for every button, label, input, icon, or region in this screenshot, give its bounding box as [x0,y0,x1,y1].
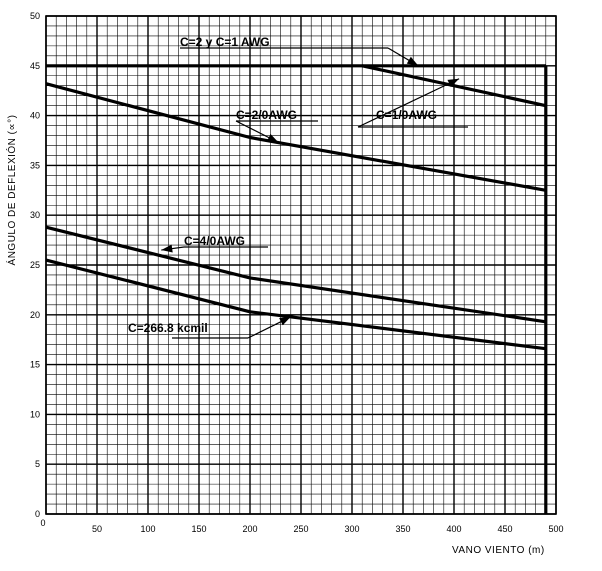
series-line [45,258,546,351]
y-tick-label: 5 [35,459,40,469]
y-axis-label: ÁNGULO DE DEFLEXIÓN (∝°) [5,115,18,266]
y-tick-label: 30 [30,210,40,220]
annotation-leader [357,78,460,128]
annotation-label: C=266.8 kcmil [128,321,208,335]
y-tick-label: 25 [30,260,40,270]
x-tick-label: 200 [242,524,257,534]
series-line [45,82,547,192]
arrow-head [279,316,291,326]
y-tick-label: 15 [30,360,40,370]
x-tick-label: 100 [140,524,155,534]
x-tick-label: 250 [293,524,308,534]
x-tick-label: 400 [446,524,461,534]
x-tick-label: 500 [548,524,563,534]
x-axis-label: VANO VIENTO (m) [452,545,545,556]
y-tick-label: 0 [35,509,40,519]
tick-labels: 0 50 100 150 200 250 300 350 400 450 500 0 5 10 15 20 25… [30,11,564,534]
series-line [361,64,547,108]
plot-frame [45,15,557,515]
annotations: C=2 y C=1 AWG C=1/0AWG C=2/0AWG C=4/0AWG C=2… [128,35,468,339]
y-tick-label: 35 [30,160,40,170]
y-tick-label: 40 [30,111,40,121]
arrow-head [161,244,173,253]
arrow-head [266,133,279,143]
annotation-label: C=4/0AWG [184,234,245,248]
series-line [45,225,547,324]
y-tick-label: 45 [30,61,40,71]
x-tick-label: 350 [395,524,410,534]
x-tick-label: 450 [497,524,512,534]
series-lines [45,64,548,514]
y-tick-label: 20 [30,310,40,320]
arrow-head [406,56,419,66]
x-tick-label: 300 [344,524,359,534]
annotation-label: C=2/0AWG [236,108,297,122]
x-tick-label: 0 [40,518,45,528]
y-tick-label: 50 [30,11,40,21]
x-tick-label: 50 [92,524,102,534]
arrow-head [447,78,460,88]
annotation-label: C=1/0AWG [376,108,437,122]
x-tick-label: 150 [191,524,206,534]
y-tick-label: 10 [30,409,40,419]
annotation-label: C=2 y C=1 AWG [180,35,270,49]
